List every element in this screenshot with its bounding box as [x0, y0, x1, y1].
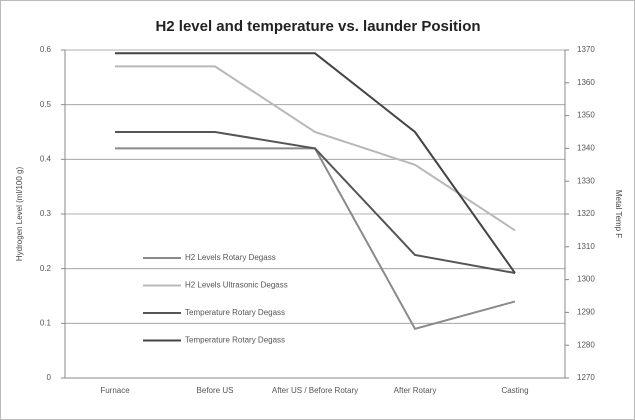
y2-axis-title: Metal Temp F [614, 190, 623, 238]
y2-tick-label: 1290 [577, 308, 595, 317]
legend-label: H2 Levels Ultrasonic Degass [185, 281, 288, 290]
series-line [115, 65, 516, 232]
x-tick-label-box: After US / Before Rotary [271, 386, 359, 395]
series-line [115, 52, 516, 274]
y2-tick-label: 1280 [577, 340, 595, 349]
x-tick-label-box: After Rotary [393, 386, 437, 395]
chart-title: H2 level and temperature vs. launder Pos… [155, 18, 480, 35]
x-tick-label-box: Before US [196, 386, 234, 395]
x-tick-label-box: Casting [501, 386, 529, 395]
y2-tick-label: 1350 [577, 111, 595, 120]
y-tick-label: 0.4 [40, 154, 52, 163]
y-tick-label: 0.1 [40, 318, 52, 327]
x-tick-label: Furnace [100, 386, 130, 395]
x-tick-label: After US / Before Rotary [271, 386, 359, 395]
legend-label: H2 Levels Rotary Degass [185, 253, 276, 262]
y2-tick-label: 1340 [577, 144, 595, 153]
x-tick-label: Before US [196, 386, 234, 395]
y-tick-label: 0.3 [40, 209, 52, 218]
x-tick-label-box: Furnace [100, 386, 130, 395]
y-tick-label: 0 [47, 373, 52, 382]
x-tick-label: Casting [501, 386, 529, 395]
x-tick-label: After Rotary [393, 386, 437, 395]
y2-tick-label: 1320 [577, 209, 595, 218]
y-tick-label: 0.5 [40, 100, 52, 109]
y2-tick-label: 1370 [577, 45, 595, 54]
y-tick-label: 0.2 [40, 264, 52, 273]
y2-tick-label: 1270 [577, 373, 595, 382]
y2-tick-label: 1310 [577, 242, 595, 251]
series-line [115, 131, 516, 275]
y2-tick-label: 1360 [577, 78, 595, 87]
y2-tick-label: 1330 [577, 176, 595, 185]
y-axis-title: Hydrogen Level (ml/100 g) [15, 167, 24, 262]
legend-label: Temperature Rotary Degass [185, 308, 285, 317]
legend-label: Temperature Rotary Degass [185, 336, 285, 345]
y2-tick-label: 1300 [577, 275, 595, 284]
y-tick-label: 0.6 [40, 45, 52, 54]
